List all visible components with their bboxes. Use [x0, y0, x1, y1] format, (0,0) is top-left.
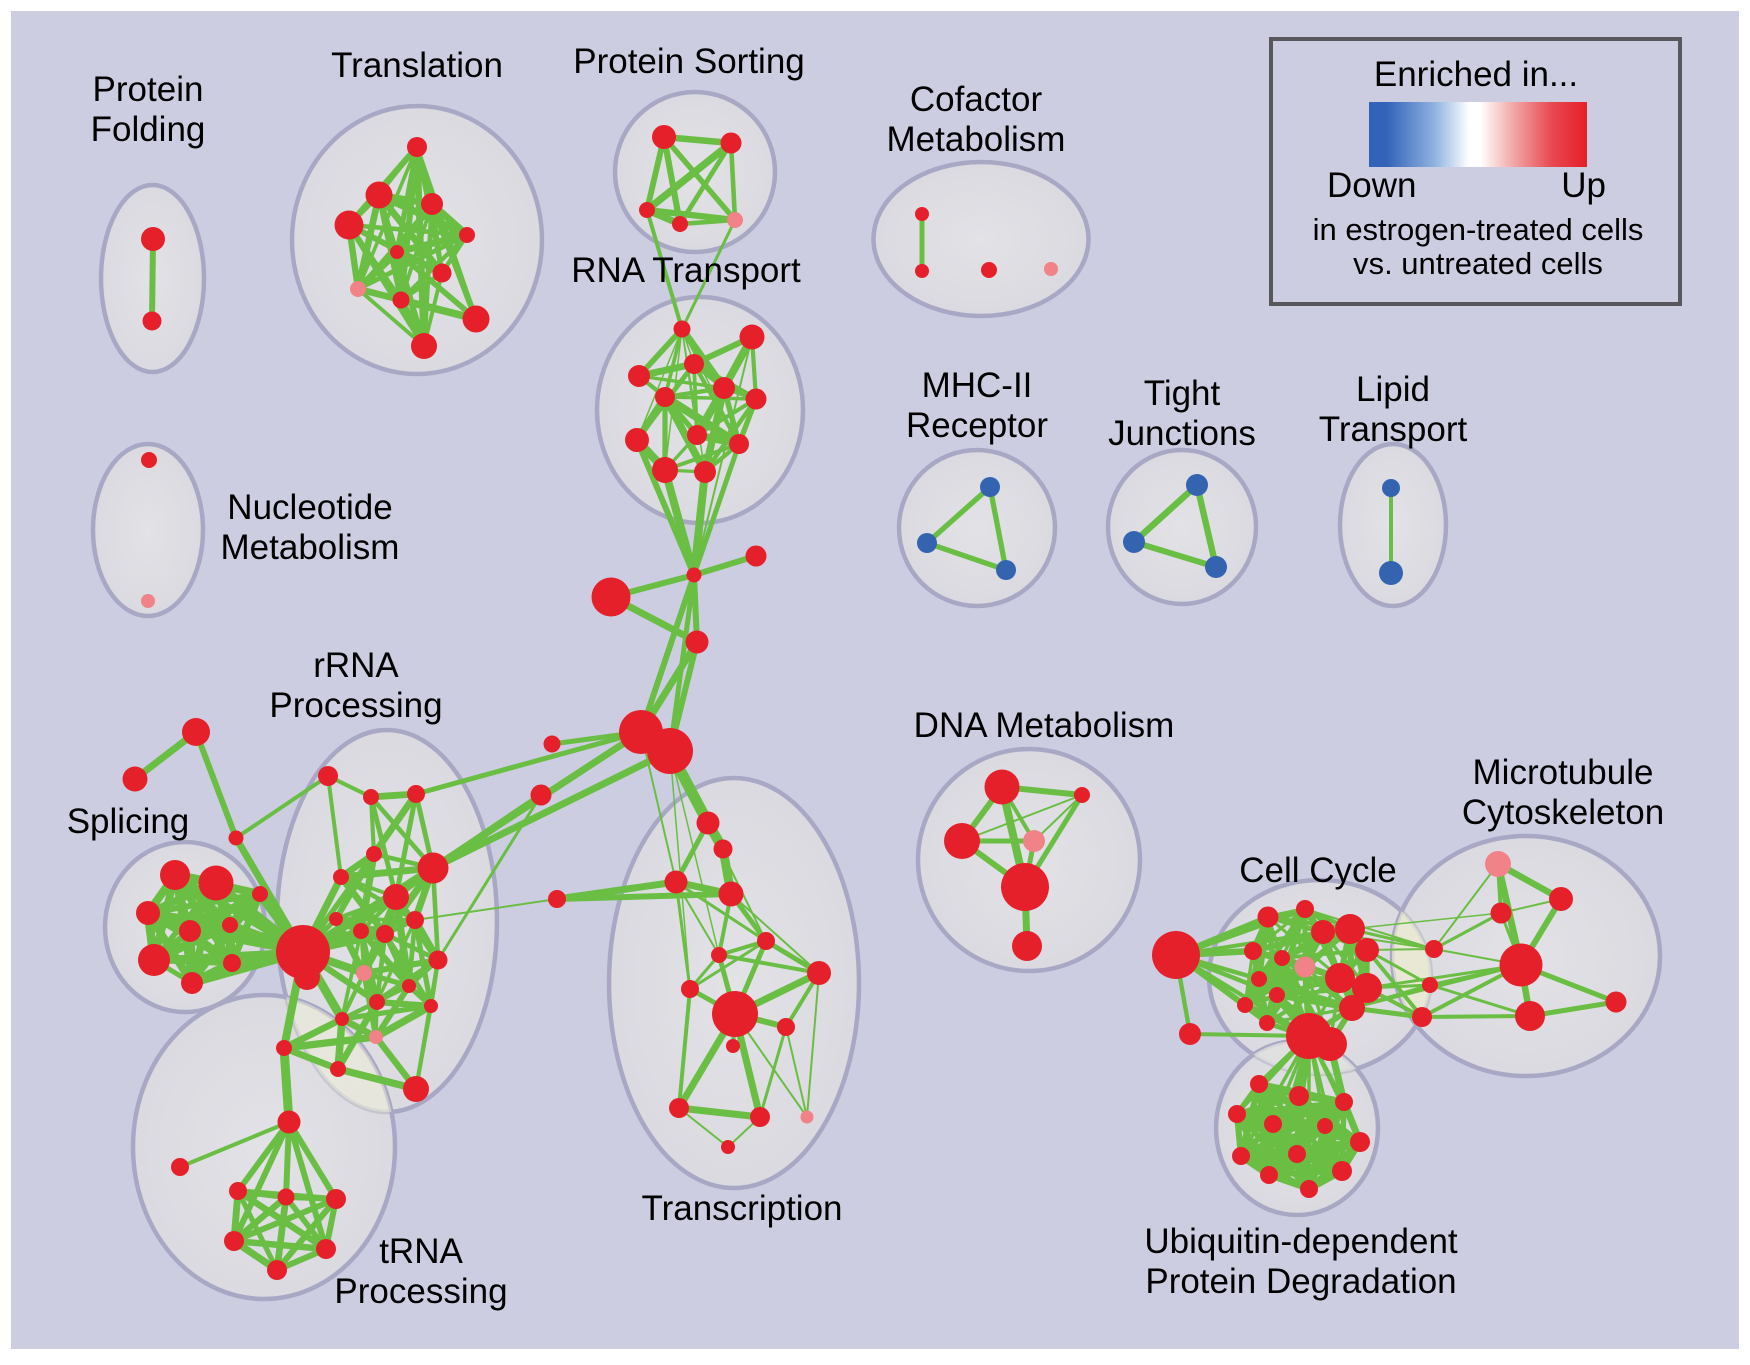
- svg-text:Tight: Tight: [1144, 374, 1221, 413]
- svg-text:RNA Transport: RNA Transport: [571, 251, 801, 290]
- svg-text:Processing: Processing: [269, 686, 442, 725]
- svg-text:Transport: Transport: [1319, 410, 1468, 449]
- svg-text:Folding: Folding: [91, 110, 206, 149]
- svg-text:Lipid: Lipid: [1356, 370, 1430, 409]
- svg-text:Cofactor: Cofactor: [910, 80, 1043, 119]
- svg-text:Processing: Processing: [334, 1272, 507, 1311]
- svg-text:MHC-II: MHC-II: [922, 366, 1033, 405]
- svg-text:Protein: Protein: [93, 70, 204, 109]
- svg-text:Translation: Translation: [331, 46, 503, 85]
- svg-text:DNA Metabolism: DNA Metabolism: [914, 706, 1175, 745]
- svg-text:Cytoskeleton: Cytoskeleton: [1462, 793, 1664, 832]
- svg-text:Up: Up: [1561, 166, 1606, 205]
- svg-text:rRNA: rRNA: [313, 646, 399, 685]
- svg-text:tRNA: tRNA: [379, 1232, 463, 1271]
- svg-text:Protein Degradation: Protein Degradation: [1145, 1262, 1456, 1301]
- svg-text:Protein Sorting: Protein Sorting: [573, 42, 805, 81]
- svg-text:Down: Down: [1327, 166, 1416, 205]
- svg-text:Enriched in...: Enriched in...: [1374, 55, 1578, 94]
- svg-text:Ubiquitin-dependent: Ubiquitin-dependent: [1144, 1222, 1458, 1261]
- svg-text:in estrogen-treated cells: in estrogen-treated cells: [1313, 212, 1644, 247]
- svg-text:Cell Cycle: Cell Cycle: [1239, 851, 1397, 890]
- svg-text:Microtubule: Microtubule: [1473, 753, 1654, 792]
- svg-text:Nucleotide: Nucleotide: [227, 488, 392, 527]
- svg-text:Splicing: Splicing: [67, 802, 190, 841]
- svg-text:Receptor: Receptor: [906, 406, 1048, 445]
- svg-text:Transcription: Transcription: [642, 1189, 843, 1228]
- svg-text:Metabolism: Metabolism: [221, 528, 400, 567]
- svg-text:Metabolism: Metabolism: [887, 120, 1066, 159]
- svg-text:Junctions: Junctions: [1108, 414, 1256, 453]
- svg-text:vs. untreated cells: vs. untreated cells: [1353, 246, 1603, 281]
